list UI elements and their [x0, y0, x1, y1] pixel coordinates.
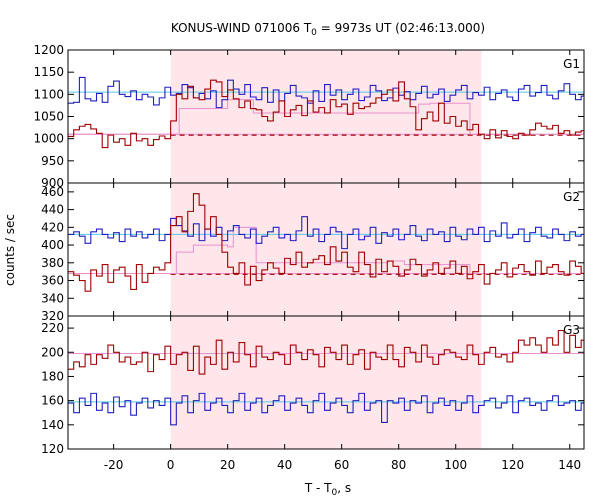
fit-level-step: [68, 99, 584, 135]
y-tick-label: 460: [41, 185, 64, 199]
panel-g2: 320 340 360 380 400 420 440 460 G2: [41, 182, 585, 323]
panel-label: G1: [563, 57, 580, 71]
x-tick-label: 120: [501, 458, 524, 472]
blue-series-step: [68, 76, 584, 109]
red-series-step: [68, 79, 584, 149]
x-tick-label: 100: [444, 458, 467, 472]
panel-label: G3: [563, 323, 580, 337]
chart-panels: 90095010001050110011501200G1320340360380…: [33, 43, 585, 472]
y-tick-label: 340: [41, 291, 64, 305]
y-tick-label: 1150: [33, 65, 64, 79]
y-tick-label: 950: [41, 154, 64, 168]
panel-g1: 900 950 1000 1050 1100 1150 1200 G1: [33, 43, 585, 190]
shaded-interval: [170, 50, 482, 449]
y-tick-label: 360: [41, 274, 64, 288]
y-tick-label: 1050: [33, 110, 64, 124]
y-axis-label: counts / sec: [3, 214, 17, 286]
y-tick-label: 900: [41, 176, 64, 190]
y-tick-label: 380: [41, 256, 64, 270]
x-tick-label: 60: [334, 458, 349, 472]
y-tick-label: 420: [41, 220, 64, 234]
y-tick-label: 400: [41, 238, 64, 252]
panel-plot-area: [68, 193, 584, 292]
x-axis-label: T - T0, s: [304, 481, 351, 498]
y-tick-label: 200: [41, 345, 64, 359]
panel-plot-area: [68, 329, 584, 426]
chart-title: KONUS-WIND 071006 T0 = 9973s UT (02:46:1…: [171, 21, 485, 38]
x-tick-label: 80: [391, 458, 406, 472]
x-tick-label: -20: [104, 458, 124, 472]
y-tick-label: 140: [41, 418, 64, 432]
red-series-step: [68, 329, 584, 375]
blue-series-step: [68, 216, 584, 250]
y-tick-label: 180: [41, 369, 64, 383]
y-tick-label: 1200: [33, 43, 64, 57]
x-tick-label: 20: [220, 458, 235, 472]
y-tick-label: 1100: [33, 87, 64, 101]
x-tick-label: 0: [167, 458, 175, 472]
panel-plot-area: [68, 76, 584, 149]
y-tick-label: 220: [41, 321, 64, 335]
fit-level-step: [68, 226, 584, 274]
y-tick-label: 1000: [33, 132, 64, 146]
panel-g3: 120 140 160 180 200 220 G3: [41, 315, 585, 456]
panel-label: G2: [563, 190, 580, 204]
x-tick-label: 40: [277, 458, 292, 472]
x-tick-label: 140: [558, 458, 581, 472]
y-tick-label: 120: [41, 442, 64, 456]
y-tick-label: 160: [41, 394, 64, 408]
panel-frame: [67, 315, 585, 450]
blue-series-step: [68, 392, 584, 426]
y-tick-label: 320: [41, 309, 64, 323]
red-series-step: [68, 193, 584, 292]
y-tick-label: 440: [41, 203, 64, 217]
